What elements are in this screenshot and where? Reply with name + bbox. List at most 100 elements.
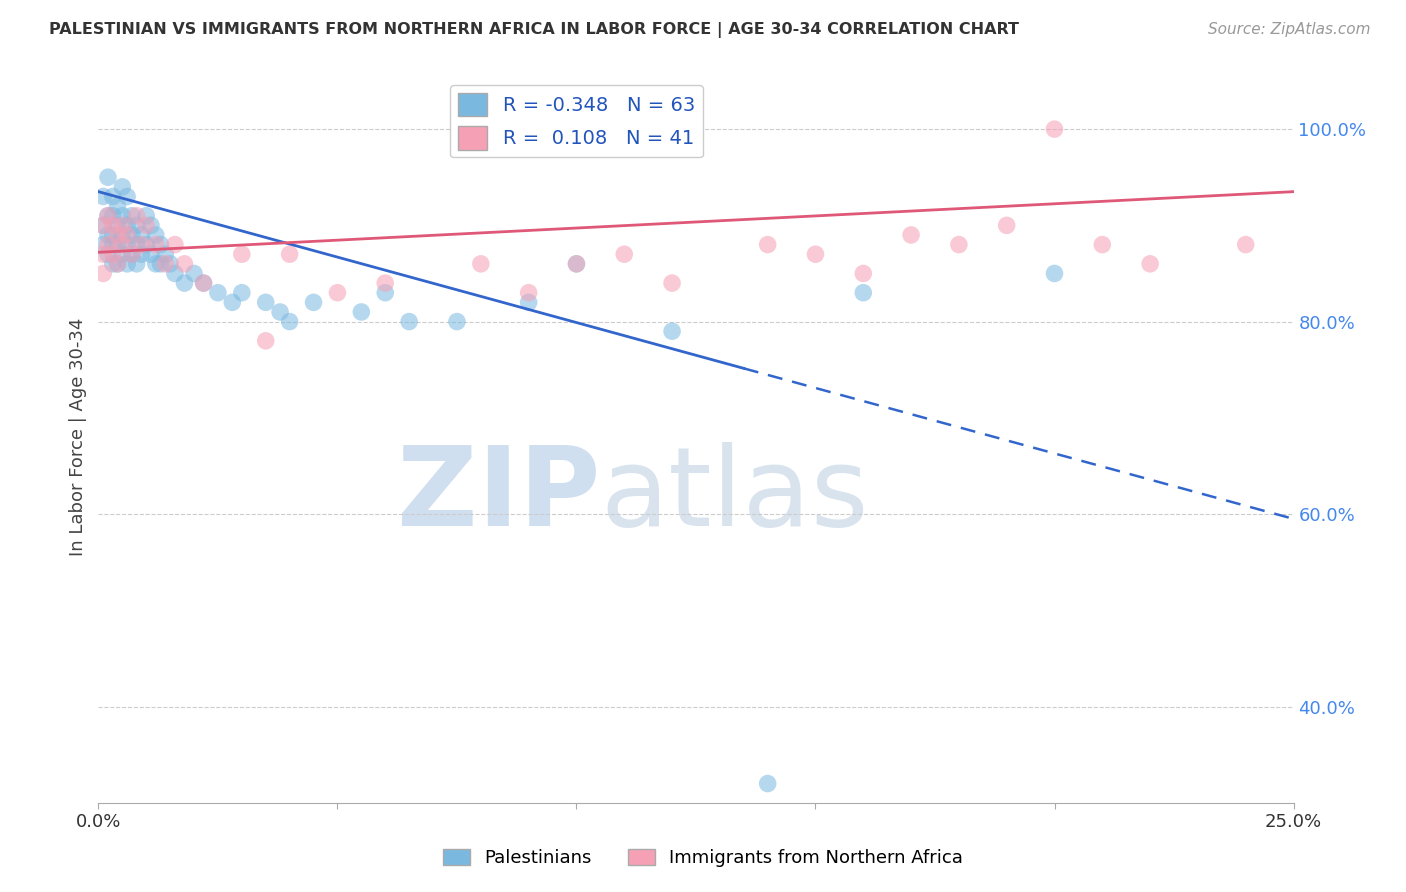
Point	[149, 257, 172, 271]
Point	[948, 237, 970, 252]
Point	[1043, 267, 1066, 281]
Point	[101, 227, 124, 242]
Point	[107, 227, 129, 242]
Legend: R = -0.348   N = 63, R =  0.108   N = 41: R = -0.348 N = 63, R = 0.108 N = 41	[450, 85, 703, 158]
Point	[97, 209, 120, 223]
Point	[661, 324, 683, 338]
Point	[1043, 122, 1066, 136]
Point	[101, 189, 124, 203]
Point	[125, 237, 148, 252]
Text: PALESTINIAN VS IMMIGRANTS FROM NORTHERN AFRICA IN LABOR FORCE | AGE 30-34 CORREL: PALESTINIAN VS IMMIGRANTS FROM NORTHERN …	[49, 22, 1019, 38]
Point	[107, 199, 129, 213]
Point	[149, 237, 172, 252]
Point	[101, 219, 124, 233]
Point	[207, 285, 229, 300]
Point	[139, 219, 162, 233]
Point	[115, 237, 138, 252]
Point	[115, 219, 138, 233]
Point	[183, 267, 205, 281]
Point	[111, 209, 134, 223]
Point	[111, 237, 134, 252]
Point	[107, 257, 129, 271]
Point	[254, 295, 277, 310]
Point	[91, 247, 114, 261]
Point	[278, 247, 301, 261]
Point	[350, 305, 373, 319]
Point	[111, 179, 134, 194]
Point	[517, 285, 540, 300]
Point	[326, 285, 349, 300]
Point	[131, 237, 153, 252]
Point	[756, 776, 779, 790]
Point	[221, 295, 243, 310]
Point	[91, 189, 114, 203]
Point	[135, 237, 157, 252]
Point	[173, 276, 195, 290]
Point	[1091, 237, 1114, 252]
Point	[398, 315, 420, 329]
Point	[97, 227, 120, 242]
Point	[101, 237, 124, 252]
Y-axis label: In Labor Force | Age 30-34: In Labor Force | Age 30-34	[69, 318, 87, 557]
Point	[613, 247, 636, 261]
Point	[121, 227, 143, 242]
Point	[111, 247, 134, 261]
Legend: Palestinians, Immigrants from Northern Africa: Palestinians, Immigrants from Northern A…	[436, 841, 970, 874]
Point	[121, 247, 143, 261]
Point	[121, 247, 143, 261]
Point	[121, 209, 143, 223]
Point	[97, 170, 120, 185]
Point	[756, 237, 779, 252]
Point	[97, 209, 120, 223]
Point	[231, 247, 253, 261]
Text: Source: ZipAtlas.com: Source: ZipAtlas.com	[1208, 22, 1371, 37]
Point	[852, 285, 875, 300]
Point	[107, 219, 129, 233]
Point	[135, 209, 157, 223]
Point	[125, 257, 148, 271]
Point	[101, 247, 124, 261]
Text: ZIP: ZIP	[396, 442, 600, 549]
Point	[107, 237, 129, 252]
Point	[145, 237, 167, 252]
Point	[374, 276, 396, 290]
Point	[852, 267, 875, 281]
Point	[115, 227, 138, 242]
Point	[470, 257, 492, 271]
Point	[995, 219, 1018, 233]
Point	[131, 227, 153, 242]
Point	[125, 219, 148, 233]
Point	[661, 276, 683, 290]
Point	[302, 295, 325, 310]
Point	[91, 219, 114, 233]
Point	[163, 237, 186, 252]
Point	[374, 285, 396, 300]
Point	[1139, 257, 1161, 271]
Point	[163, 267, 186, 281]
Point	[159, 257, 181, 271]
Point	[107, 257, 129, 271]
Point	[111, 219, 134, 233]
Point	[565, 257, 588, 271]
Point	[91, 267, 114, 281]
Point	[135, 219, 157, 233]
Point	[145, 227, 167, 242]
Point	[193, 276, 215, 290]
Point	[91, 219, 114, 233]
Point	[131, 247, 153, 261]
Point	[97, 237, 120, 252]
Point	[111, 227, 134, 242]
Point	[145, 257, 167, 271]
Point	[155, 257, 177, 271]
Point	[115, 189, 138, 203]
Point	[278, 315, 301, 329]
Point	[97, 247, 120, 261]
Point	[900, 227, 922, 242]
Point	[565, 257, 588, 271]
Point	[101, 257, 124, 271]
Point	[517, 295, 540, 310]
Point	[115, 257, 138, 271]
Point	[155, 247, 177, 261]
Point	[231, 285, 253, 300]
Point	[125, 209, 148, 223]
